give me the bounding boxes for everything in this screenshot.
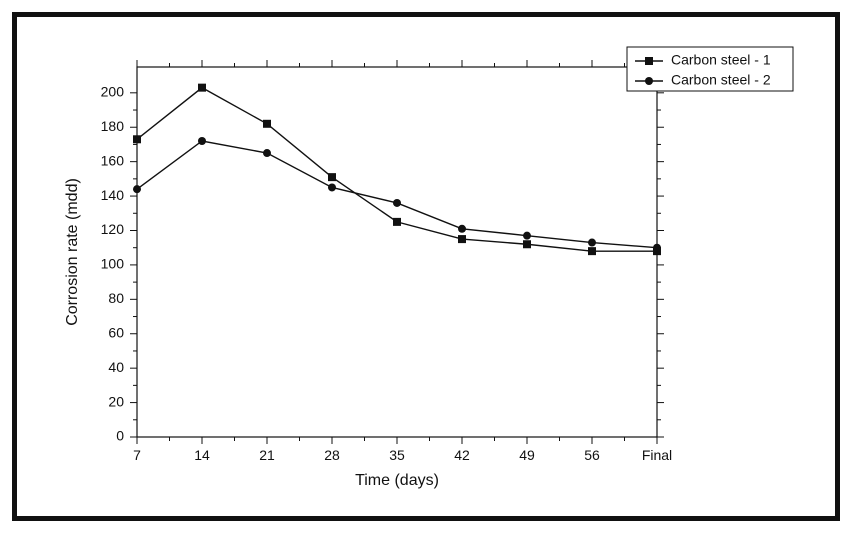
square-marker [328,173,336,181]
legend-circle-icon [645,77,653,85]
circle-marker [133,185,141,193]
series-line [137,141,657,248]
y-tick-label: 180 [101,118,125,134]
circle-marker [458,225,466,233]
x-tick-label: 49 [519,447,535,463]
series-line [137,88,657,251]
y-axis-label: Corrosion rate (mdd) [64,178,81,326]
square-marker [523,240,531,248]
x-tick-label: 21 [259,447,275,463]
y-tick-label: 80 [108,290,124,306]
circle-marker [328,183,336,191]
square-marker [198,84,206,92]
square-marker [458,235,466,243]
x-tick-label: 56 [584,447,600,463]
y-tick-label: 160 [101,152,125,168]
circle-marker [263,149,271,157]
x-tick-label: 14 [194,447,210,463]
y-tick-label: 0 [116,428,124,444]
x-tick-label: Final [642,447,672,463]
y-tick-label: 100 [101,256,125,272]
circle-marker [198,137,206,145]
y-tick-label: 20 [108,393,124,409]
y-tick-label: 200 [101,84,125,100]
circle-marker [393,199,401,207]
x-tick-label: 35 [389,447,405,463]
square-marker [263,120,271,128]
plot-box [137,67,657,437]
circle-marker [523,232,531,240]
legend-square-icon [645,57,653,65]
square-marker [393,218,401,226]
square-marker [588,247,596,255]
circle-marker [653,244,661,252]
legend-label: Carbon steel - 1 [671,52,771,68]
y-tick-label: 140 [101,187,125,203]
y-tick-label: 120 [101,221,125,237]
y-tick-label: 60 [108,324,124,340]
x-tick-label: 42 [454,447,470,463]
x-axis-label: Time (days) [355,472,439,489]
x-tick-label: 7 [133,447,141,463]
legend-label: Carbon steel - 2 [671,72,771,88]
circle-marker [588,239,596,247]
x-tick-label: 28 [324,447,340,463]
y-tick-label: 40 [108,359,124,375]
chart-frame: 0 20 40 60 80 100 120 140 160 180 200 7 14 21 28 35 42 49… [12,12,840,521]
outer-container: 0 20 40 60 80 100 120 140 160 180 200 7 14 21 28 35 42 49… [0,0,852,533]
line-chart: 0 20 40 60 80 100 120 140 160 180 200 7 14 21 28 35 42 49… [17,17,835,516]
square-marker [133,135,141,143]
